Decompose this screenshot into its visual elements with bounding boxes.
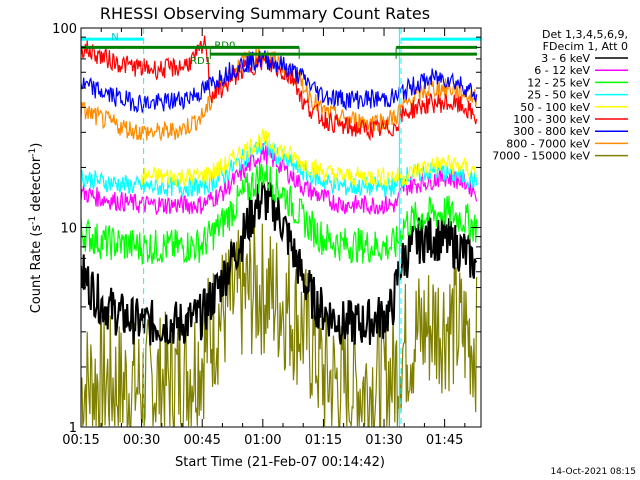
marker-label-rd1: RD1	[190, 56, 211, 67]
legend-entry-label-0: 3 - 6 keV	[541, 52, 590, 65]
series-line-2	[81, 160, 478, 265]
legend-entry-label-1: 6 - 12 keV	[534, 64, 590, 77]
legend-entry-label-7: 800 - 7000 keV	[506, 137, 590, 150]
x-tick-label-5: 01:30	[365, 433, 402, 448]
x-tick-label-6: 01:45	[426, 433, 463, 448]
series-line-8	[81, 222, 478, 427]
y-axis-label-sup2: -1	[28, 148, 38, 157]
legend: Det 1,3,4,5,6,9, FDecim 1, Att 0 3 - 6 k…	[492, 28, 628, 163]
legend-entry-label-4: 50 - 100 keV	[520, 101, 590, 114]
y-axis-label-sup: -1	[28, 216, 38, 225]
series-line-7	[81, 46, 478, 143]
chart-title: RHESSI Observing Summary Count Rates	[100, 4, 430, 23]
series-layer	[81, 35, 478, 427]
y-axis-label-tail: detector	[29, 156, 44, 216]
x-tick-label-3: 01:00	[244, 433, 281, 448]
y-tick-label-0: 1	[69, 421, 77, 436]
y-axis-label-close: )	[29, 143, 44, 148]
series-line-6	[81, 50, 478, 114]
marker-label-rd0: RD0	[214, 40, 235, 51]
x-axis: 00:15 00:30 00:45 01:00 01:15 01:30 01:45	[62, 28, 466, 448]
y-axis: 1 10 100	[52, 22, 481, 436]
y-tick-label-1: 10	[60, 222, 77, 237]
y-axis-label-main: Count Rate (s	[29, 225, 44, 314]
x-tick-label-4: 01:15	[305, 433, 342, 448]
legend-entry-label-8: 7000 - 15000 keV	[492, 150, 590, 163]
legend-entry-label-6: 300 - 800 keV	[513, 125, 590, 138]
marker-label-n: N	[111, 32, 118, 43]
legend-header-2: FDecim 1, Att 0	[543, 40, 628, 53]
series-line-4	[141, 128, 478, 188]
x-tick-label-2: 00:45	[183, 433, 220, 448]
legend-entry-label-2: 12 - 25 keV	[527, 76, 590, 89]
x-axis-label: Start Time (21-Feb-07 00:14:42)	[175, 455, 385, 470]
timestamp: 14-Oct-2021 08:15	[551, 467, 636, 477]
y-axis-label: Count Rate (s-1 detector-1)	[28, 143, 44, 314]
series-line-0	[81, 180, 478, 346]
legend-header-1: Det 1,3,4,5,6,9,	[542, 28, 628, 41]
legend-entry-label-3: 25 - 50 keV	[527, 89, 590, 102]
x-tick-label-1: 00:30	[123, 433, 160, 448]
legend-entry-label-5: 100 - 300 keV	[513, 113, 590, 126]
x-tick-label-0: 00:15	[62, 433, 99, 448]
y-tick-label-2: 100	[52, 22, 77, 37]
series-line-3	[81, 138, 478, 199]
